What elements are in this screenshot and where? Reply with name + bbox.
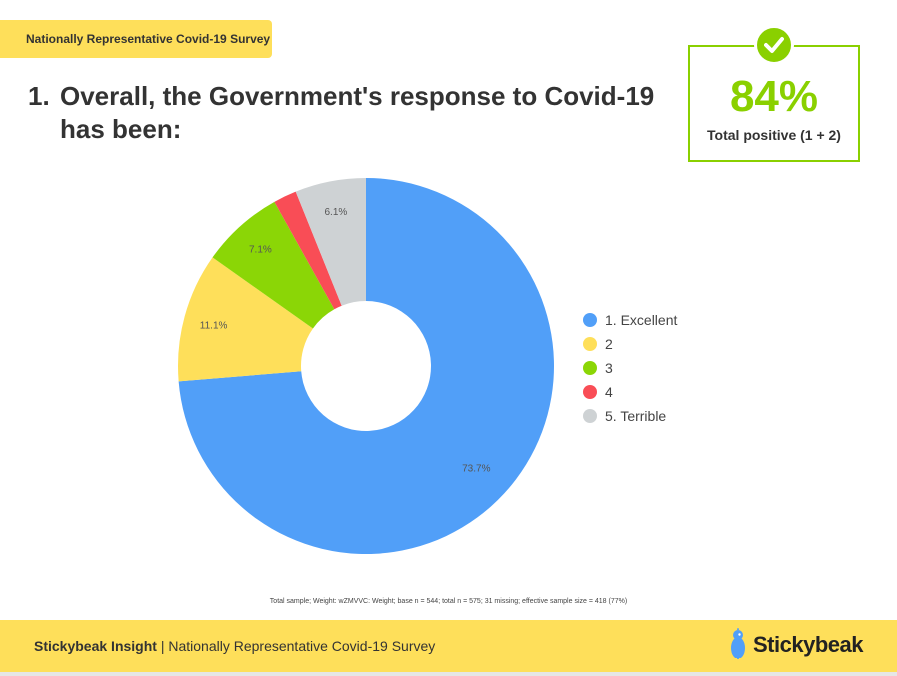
footer-divider — [0, 672, 897, 676]
data-label-1: 73.7% — [462, 464, 490, 475]
footer-bar: Stickybeak Insight | Nationally Represen… — [0, 620, 897, 672]
donut-slice-4 — [274, 191, 342, 310]
legend-swatch — [583, 361, 597, 375]
question-text-line1: Overall, the Government's response to Co… — [60, 81, 655, 111]
legend-item-5: 5. Terrible — [583, 404, 677, 428]
check-icon — [754, 25, 794, 65]
footer-text: Stickybeak Insight | Nationally Represen… — [34, 638, 435, 654]
footer-separator: | — [156, 638, 169, 654]
legend-item-3: 3 — [583, 356, 677, 380]
footer-brand: Stickybeak Insight — [34, 638, 157, 654]
legend-swatch — [583, 385, 597, 399]
legend-label: 4 — [605, 384, 613, 400]
donut-slice-3 — [212, 201, 335, 329]
legend-item-4: 4 — [583, 380, 677, 404]
legend-swatch — [583, 409, 597, 423]
footer-subtitle: Nationally Representative Covid-19 Surve… — [168, 638, 436, 654]
donut-slice-5 — [295, 178, 366, 306]
stickybeak-logo: Stickybeak — [727, 627, 863, 663]
total-positive-label: Total positive (1 + 2) — [707, 127, 841, 143]
legend-swatch — [583, 313, 597, 327]
question-title: 1. Overall, the Government's response to … — [28, 80, 668, 146]
legend-item-1: 1. Excellent — [583, 308, 677, 332]
survey-tag-label: Nationally Representative Covid-19 Surve… — [26, 32, 271, 46]
bird-icon — [731, 628, 745, 662]
chart-legend: 1. Excellent 2 3 4 5. Terrible — [583, 308, 677, 428]
legend-label: 3 — [605, 360, 613, 376]
legend-label: 5. Terrible — [605, 408, 667, 424]
logo-text: Stickybeak — [753, 632, 863, 657]
legend-label: 1. Excellent — [605, 312, 678, 328]
survey-tag: Nationally Representative Covid-19 Surve… — [0, 20, 272, 58]
data-label-2: 11.1% — [200, 320, 228, 331]
data-label-3: 7.1% — [249, 244, 272, 255]
legend-label: 2 — [605, 336, 613, 352]
donut-slice-2 — [178, 257, 313, 382]
donut-slice-1 — [178, 178, 554, 554]
legend-swatch — [583, 337, 597, 351]
data-label-5: 6.1% — [325, 207, 348, 218]
sample-footnote: Total sample; Weight: wZMVVC: Weight; ba… — [269, 598, 628, 605]
question-text-line2: has been: — [60, 114, 182, 144]
legend-item-2: 2 — [583, 332, 677, 356]
question-number: 1. — [28, 81, 50, 111]
total-positive-value: 84% — [729, 72, 819, 121]
